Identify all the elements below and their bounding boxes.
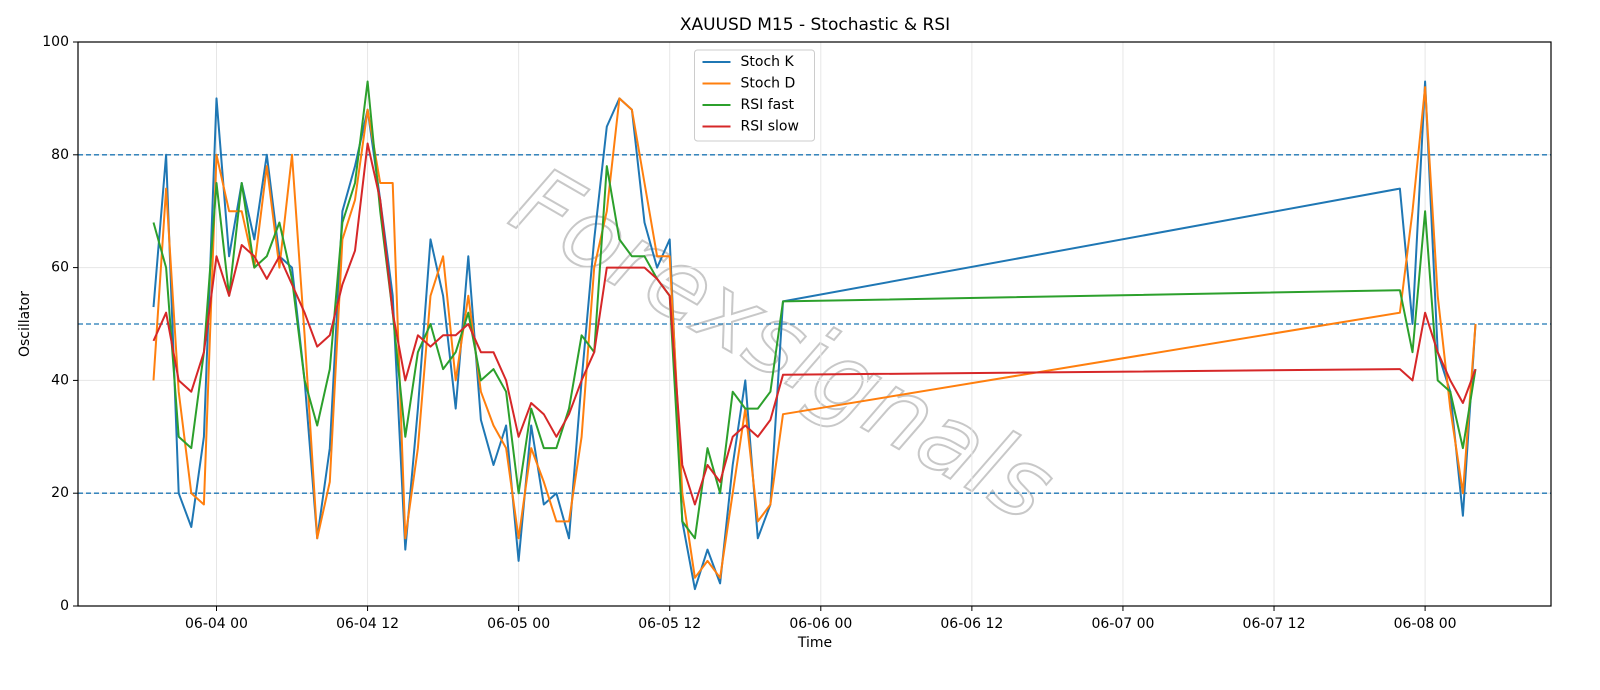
y-tick-label: 60 bbox=[51, 260, 69, 276]
chart-title: XAUUSD M15 - Stochastic & RSI bbox=[680, 15, 950, 35]
y-tick-label: 100 bbox=[42, 34, 69, 50]
legend-frame bbox=[694, 49, 815, 142]
plot-frame bbox=[77, 41, 1552, 607]
y-tick-label: 40 bbox=[51, 372, 69, 388]
series-line bbox=[152, 142, 1477, 506]
x-tick-label: 06-06 12 bbox=[940, 616, 1003, 632]
x-tick-label: 06-08 00 bbox=[1394, 616, 1457, 632]
x-tick-label: 06-05 00 bbox=[487, 616, 550, 632]
legend-label: RSI slow bbox=[741, 119, 799, 135]
x-tick-label: 06-04 12 bbox=[336, 616, 399, 632]
series-line bbox=[152, 86, 1477, 579]
legend: Stoch K Stoch D RSI fast RSI slow bbox=[694, 49, 815, 142]
legend-label: RSI fast bbox=[741, 97, 795, 113]
x-axis-label: Time bbox=[797, 635, 832, 651]
x-tick-label: 06-06 00 bbox=[789, 616, 852, 632]
x-tick-label: 06-07 12 bbox=[1243, 616, 1306, 632]
y-tick-label: 20 bbox=[51, 485, 69, 501]
x-tick-label: 06-07 00 bbox=[1091, 616, 1154, 632]
y-axis-label: Oscillator bbox=[17, 291, 33, 357]
y-tick-label: 0 bbox=[60, 598, 69, 614]
legend-label: Stoch K bbox=[741, 54, 795, 70]
series-line bbox=[152, 80, 1477, 540]
legend-label: Stoch D bbox=[741, 76, 796, 92]
y-tick-label: 80 bbox=[51, 147, 69, 163]
x-tick-label: 06-05 12 bbox=[638, 616, 701, 632]
x-tick-label: 06-04 00 bbox=[185, 616, 248, 632]
